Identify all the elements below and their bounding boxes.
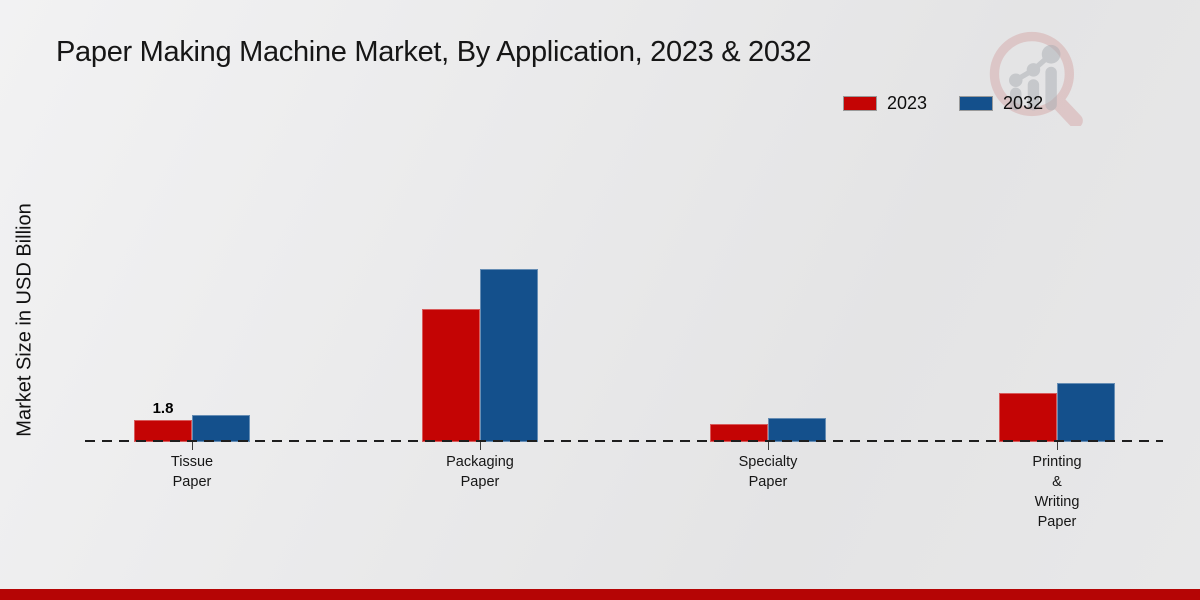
category-tick-packaging-paper xyxy=(480,442,481,450)
category-label-specialty-paper: Specialty Paper xyxy=(738,454,798,490)
footer-accent-bar xyxy=(0,589,1200,600)
category-label-tissue-paper: Tissue Paper xyxy=(170,454,214,490)
legend-item-2023: 2023 xyxy=(843,93,927,114)
category-tick-tissue-paper xyxy=(192,442,193,450)
category-label-packaging-paper: Packaging Paper xyxy=(446,454,514,490)
bar-2023-packaging-paper xyxy=(422,309,480,442)
bar-2023-printing-writing-paper xyxy=(999,393,1057,442)
category-label-printing-writing-paper: Printing & Writing Paper xyxy=(1032,454,1082,530)
legend-label-2023: 2023 xyxy=(887,93,928,113)
legend-swatch-2032 xyxy=(959,96,994,111)
bar-2032-packaging-paper xyxy=(480,269,538,442)
legend: 2023 2032 xyxy=(843,93,1043,114)
legend-label-2032: 2032 xyxy=(1003,93,1044,113)
bar-2032-specialty-paper xyxy=(768,418,826,442)
legend-swatch-2023 xyxy=(843,96,877,111)
mrfr-logo-watermark xyxy=(989,31,1083,126)
x-axis-dashed-baseline xyxy=(85,440,1163,442)
bar-2032-printing-writing-paper xyxy=(1057,383,1115,442)
category-tick-specialty-paper xyxy=(768,442,769,450)
bar-value-label: 1.8 xyxy=(152,400,174,417)
category-tick-printing-writing-paper xyxy=(1057,442,1058,450)
chart-title: Paper Making Machine Market, By Applicat… xyxy=(56,36,812,68)
bar-2032-tissue-paper xyxy=(192,415,250,442)
legend-item-2032: 2032 xyxy=(959,93,1043,114)
bar-2023-tissue-paper xyxy=(134,420,192,442)
